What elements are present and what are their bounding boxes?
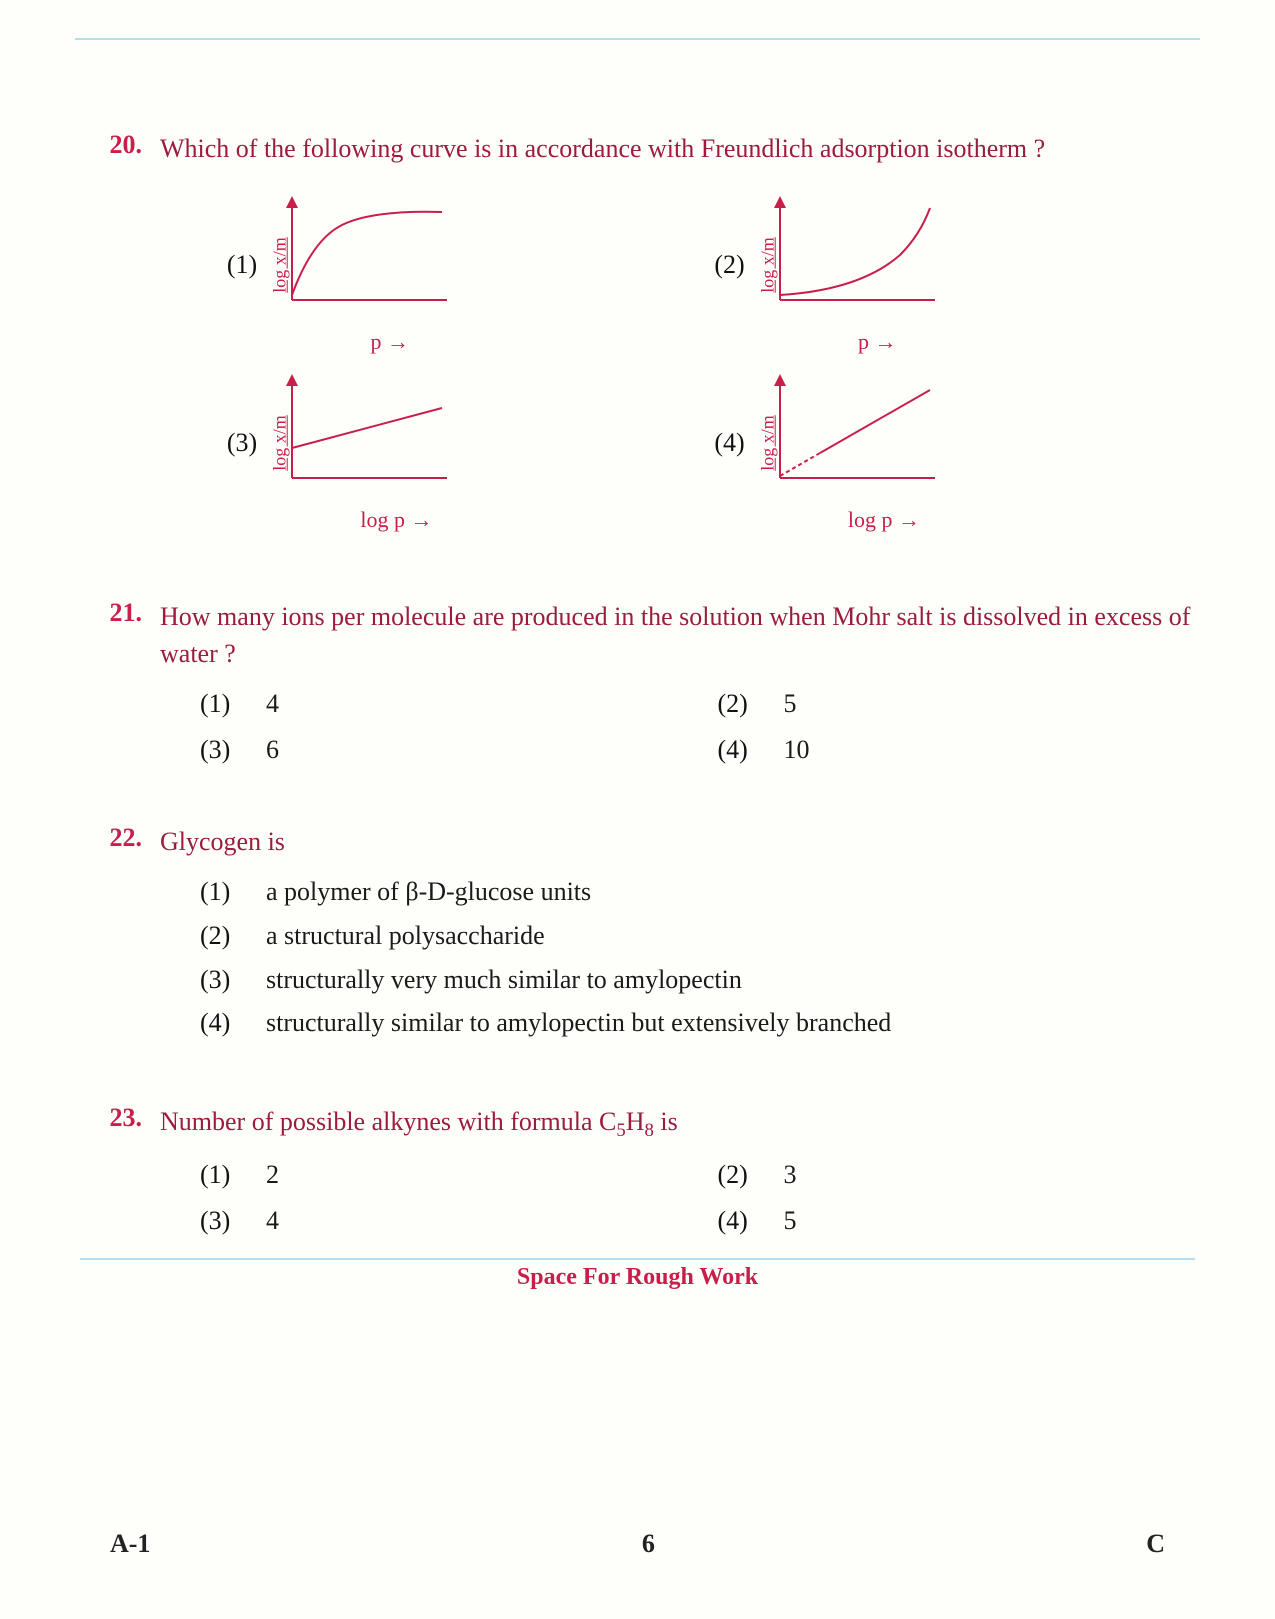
option-label: (4) bbox=[708, 424, 752, 462]
option-label: (2) bbox=[718, 685, 762, 723]
x-axis-label: p → bbox=[858, 326, 897, 358]
qnum: 20. bbox=[80, 130, 160, 508]
option-label: (3) bbox=[220, 424, 264, 462]
question-23: 23. Number of possible alkynes with form… bbox=[80, 1103, 1195, 1240]
option: (2) a structural polysaccharide bbox=[200, 917, 1195, 955]
qbody: Glycogen is (1) a polymer of β-D-glucose … bbox=[160, 823, 1195, 1047]
option: (1) a polymer of β-D-glucose units bbox=[200, 873, 1195, 911]
top-rule bbox=[75, 38, 1200, 40]
y-axis-label: log x/m bbox=[267, 237, 293, 293]
option-label: (1) bbox=[200, 685, 244, 723]
qtext-part: H bbox=[626, 1107, 645, 1136]
qtext-sub: 8 bbox=[645, 1120, 654, 1141]
option-value: structurally very much similar to amylop… bbox=[266, 961, 742, 999]
option-value: 10 bbox=[784, 731, 810, 769]
option-value: 6 bbox=[266, 731, 279, 769]
plot-4: log x/m log p → bbox=[770, 378, 970, 508]
qnum: 23. bbox=[80, 1103, 160, 1240]
y-axis-label: log x/m bbox=[754, 237, 780, 293]
x-axis-label: log p → bbox=[848, 504, 920, 536]
plot-3: log x/m log p → bbox=[282, 378, 482, 508]
footer-right: C bbox=[1146, 1529, 1165, 1559]
option: (4) 5 bbox=[718, 1202, 1196, 1240]
qbody: Number of possible alkynes with formula … bbox=[160, 1103, 1195, 1240]
qtext-part: is bbox=[654, 1107, 678, 1136]
qbody: How many ions per molecule are produced … bbox=[160, 598, 1195, 769]
option-value: 3 bbox=[784, 1156, 797, 1194]
option-label: (2) bbox=[708, 246, 752, 284]
separator-rule bbox=[80, 1258, 1195, 1260]
graph-options: (1) log x/m bbox=[220, 200, 1135, 508]
y-axis-label: log x/m bbox=[754, 415, 780, 471]
option: (4) 10 bbox=[718, 731, 1196, 769]
qnum: 21. bbox=[80, 598, 160, 769]
plot-1: log x/m p → bbox=[282, 200, 482, 330]
graph-option-3: (3) log x/m bbox=[220, 378, 648, 508]
option: (1) 2 bbox=[200, 1156, 678, 1194]
options-grid: (1) 4 (2) 5 (3) 6 (4) 10 bbox=[200, 685, 1195, 768]
page-footer: A-1 6 C bbox=[110, 1529, 1165, 1559]
question-text: Number of possible alkynes with formula … bbox=[160, 1107, 678, 1136]
option-label: (4) bbox=[200, 1004, 244, 1042]
y-axis-label: log x/m bbox=[267, 415, 293, 471]
option-value: a polymer of β-D-glucose units bbox=[266, 873, 591, 911]
qnum: 22. bbox=[80, 823, 160, 1047]
option-label: (3) bbox=[200, 1202, 244, 1240]
options-grid: (1) 2 (2) 3 (3) 4 (4) 5 bbox=[200, 1156, 1195, 1239]
chart-svg bbox=[282, 378, 452, 483]
option: (4) structurally similar to amylopectin b… bbox=[200, 1004, 1195, 1042]
option-label: (2) bbox=[200, 917, 244, 955]
graph-option-4: (4) log x/m bbox=[708, 378, 1136, 508]
option-value: 4 bbox=[266, 685, 279, 723]
x-axis-label: log p → bbox=[360, 504, 432, 536]
option-value: 2 bbox=[266, 1156, 279, 1194]
option: (2) 5 bbox=[718, 685, 1196, 723]
option-label: (1) bbox=[220, 246, 264, 284]
option: (3) structurally very much similar to amy… bbox=[200, 961, 1195, 999]
option-label: (4) bbox=[718, 1202, 762, 1240]
option: (1) 4 bbox=[200, 685, 678, 723]
option-label: (4) bbox=[718, 731, 762, 769]
rough-work-label: Space For Rough Work bbox=[80, 1264, 1195, 1291]
option-label: (2) bbox=[718, 1156, 762, 1194]
qtext-part: Number of possible alkynes with formula … bbox=[160, 1107, 616, 1136]
option: (2) 3 bbox=[718, 1156, 1196, 1194]
exam-page: 20. Which of the following curve is in a… bbox=[0, 0, 1275, 1619]
question-text: How many ions per molecule are produced … bbox=[160, 602, 1190, 669]
chart-svg bbox=[770, 200, 940, 305]
footer-left: A-1 bbox=[110, 1529, 150, 1559]
qtext-sub: 5 bbox=[616, 1120, 625, 1141]
x-axis-label: p → bbox=[370, 326, 409, 358]
option-value: 5 bbox=[784, 685, 797, 723]
footer-center: 6 bbox=[642, 1529, 655, 1559]
graph-option-2: (2) log x/m bbox=[708, 200, 1136, 330]
option-value: 5 bbox=[784, 1202, 797, 1240]
options-list: (1) a polymer of β-D-glucose units (2) a s… bbox=[200, 873, 1195, 1042]
option-label: (1) bbox=[200, 873, 244, 911]
question-21: 21. How many ions per molecule are produ… bbox=[80, 598, 1195, 769]
question-22: 22. Glycogen is (1) a polymer of β-D-gluc… bbox=[80, 823, 1195, 1047]
option-label: (3) bbox=[200, 731, 244, 769]
question-text: Which of the following curve is in accor… bbox=[160, 134, 1045, 163]
option-value: 4 bbox=[266, 1202, 279, 1240]
chart-svg bbox=[770, 378, 940, 483]
option-label: (1) bbox=[200, 1156, 244, 1194]
option: (3) 6 bbox=[200, 731, 678, 769]
option: (3) 4 bbox=[200, 1202, 678, 1240]
option-label: (3) bbox=[200, 961, 244, 999]
chart-svg bbox=[282, 200, 452, 305]
option-value: a structural polysaccharide bbox=[266, 917, 545, 955]
qbody: Which of the following curve is in accor… bbox=[160, 130, 1195, 508]
option-value: structurally similar to amylopectin but … bbox=[266, 1004, 891, 1042]
question-20: 20. Which of the following curve is in a… bbox=[80, 130, 1195, 508]
graph-option-1: (1) log x/m bbox=[220, 200, 648, 330]
question-text: Glycogen is bbox=[160, 827, 285, 856]
plot-2: log x/m p → bbox=[770, 200, 970, 330]
